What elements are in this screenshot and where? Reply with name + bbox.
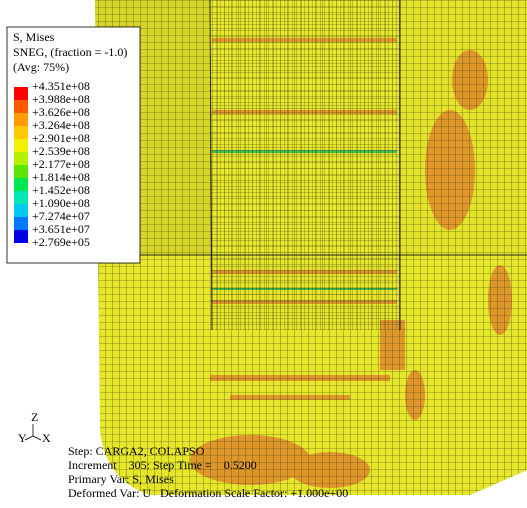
info-primary: Primary Var: S, Mises xyxy=(68,472,174,486)
legend-value: +1.452e+08 xyxy=(32,183,90,197)
info-deformed: Deformed Var: U Deformation Scale Factor… xyxy=(68,486,348,500)
triad-z: Z xyxy=(31,410,38,424)
triad-y: Y xyxy=(18,431,27,445)
legend-value: +1.814e+08 xyxy=(32,170,90,184)
column-mesh xyxy=(210,0,400,330)
legend-title: S, Mises xyxy=(13,30,55,44)
info-step: Step: CARGA2, COLAPSO xyxy=(68,444,205,458)
legend-averaging: (Avg: 75%) xyxy=(13,60,69,74)
triad xyxy=(25,424,41,440)
legend-value: +2.539e+08 xyxy=(32,144,90,158)
legend-value: +2.901e+08 xyxy=(32,131,90,145)
page: S, Mises SNEG, (fraction = -1.0) (Avg: 7… xyxy=(0,0,527,508)
legend-value: +3.988e+08 xyxy=(32,92,90,106)
legend: S, Mises SNEG, (fraction = -1.0) (Avg: 7… xyxy=(7,27,140,263)
triad-x: X xyxy=(42,431,51,445)
legend-value: +4.351e+08 xyxy=(32,79,90,93)
legend-value: +3.264e+08 xyxy=(32,118,90,132)
info-increment: Increment 305: Step Time = 0.5200 xyxy=(68,458,257,472)
legend-value: +7.274e+07 xyxy=(32,209,90,223)
color-scale xyxy=(14,87,28,243)
legend-value: +1.090e+08 xyxy=(32,196,90,210)
model xyxy=(95,0,527,495)
legend-value: +3.626e+08 xyxy=(32,105,90,119)
legend-value: +3.651e+07 xyxy=(32,222,90,236)
viewport: S, Mises SNEG, (fraction = -1.0) (Avg: 7… xyxy=(0,0,527,508)
legend-value: +2.769e+05 xyxy=(32,235,90,249)
legend-value: +2.177e+08 xyxy=(32,157,90,171)
legend-subtitle: SNEG, (fraction = -1.0) xyxy=(13,45,127,59)
